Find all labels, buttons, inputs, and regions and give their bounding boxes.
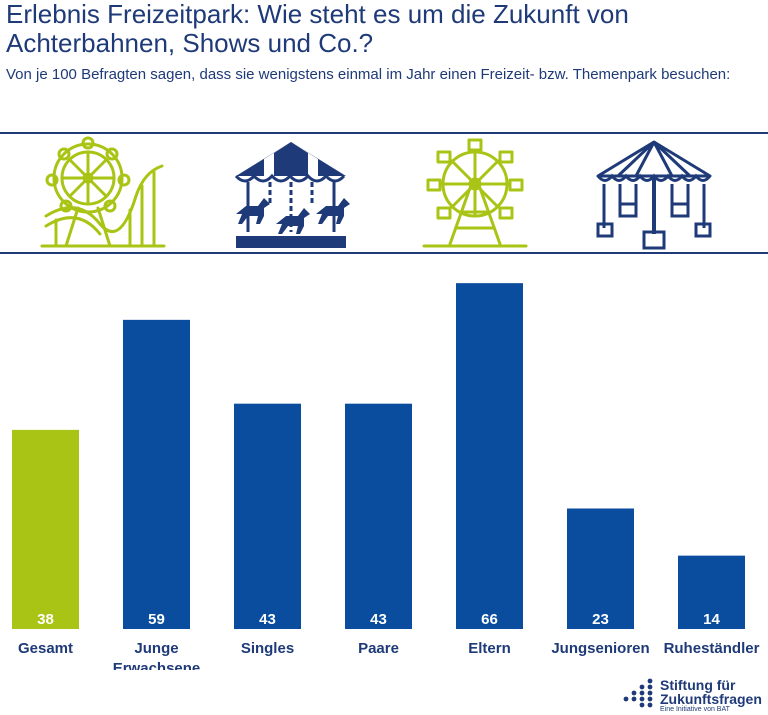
bar-eltern (456, 283, 523, 629)
ferris-wheel-icon (422, 138, 528, 248)
logo: Stiftung für Zukunftsfragen Eine Initiat… (622, 675, 768, 715)
logo-name-line1: Stiftung für (660, 677, 736, 693)
logo-name-line2: Zukunftsfragen (660, 691, 762, 707)
chain-swing-ride-icon (596, 140, 712, 250)
logo-dots-icon (623, 678, 653, 708)
bar-junge-erwachsene (123, 319, 190, 629)
bottom-divider (0, 252, 768, 254)
bar-value-label: 59 (148, 611, 165, 628)
bar-value-label: 43 (259, 611, 276, 628)
bar-gesamt (12, 429, 79, 629)
bar-ruheständler (678, 555, 745, 629)
bar-value-label: 38 (37, 611, 54, 628)
bar-paare (345, 403, 412, 629)
chart-subtitle: Von je 100 Befragten sagen, dass sie wen… (6, 66, 731, 83)
category-label: Eltern (468, 640, 511, 657)
bar-value-label: 23 (592, 611, 609, 628)
top-divider (0, 132, 768, 134)
category-label: Jungsenioren (551, 640, 649, 657)
bar-value-label: 43 (370, 611, 387, 628)
chart-title: Erlebnis Freizeitpark: Wie steht es um d… (6, 0, 629, 58)
category-label: Paare (358, 640, 399, 657)
bar-chart: 38 Gesamt 59 Junge Erwachsene 43 Singles 43 Paar… (12, 283, 760, 670)
bar-singles (234, 403, 301, 629)
logo-tagline: Eine Initiative von BAT (660, 706, 730, 713)
bar-value-label: 14 (703, 611, 720, 628)
category-label: Ruheständler (664, 640, 760, 657)
category-label: Singles (241, 640, 294, 657)
bar-value-label: 66 (481, 611, 498, 628)
bar-jungsenioren (567, 508, 634, 629)
category-label: Erwachsene (113, 660, 201, 670)
category-label: Gesamt (18, 640, 73, 657)
ferris-wheel-rollercoaster-icon (40, 136, 166, 248)
category-label: Junge (134, 640, 178, 657)
carousel-icon (234, 142, 350, 248)
